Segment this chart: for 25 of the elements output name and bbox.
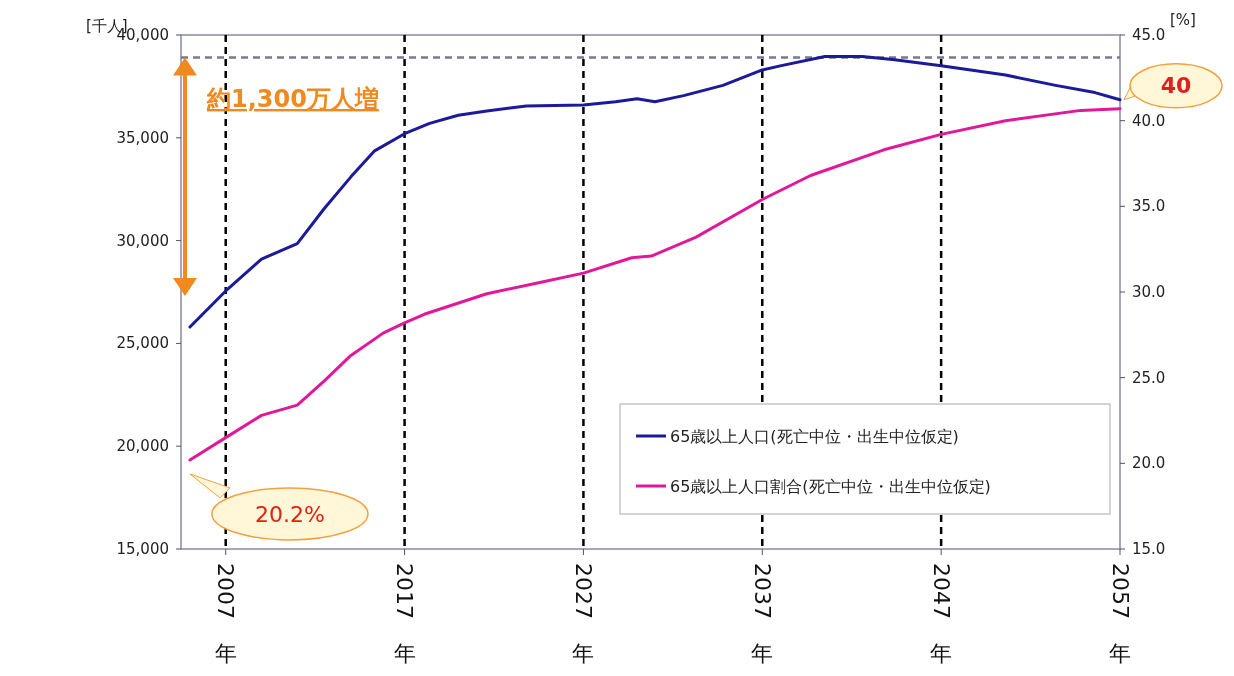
legend-label: 65歳以上人口割合(死亡中位・出生中位仮定) <box>670 476 991 496</box>
y2-tick-label: 20.0 <box>1132 454 1166 473</box>
x-tick-label: 2027年 <box>570 563 596 666</box>
y-tick-label: 20,000 <box>116 437 169 456</box>
text: 40 <box>1160 73 1192 99</box>
x-tick-label: 2017年 <box>392 563 418 666</box>
y2-tick-label: 40.0 <box>1132 111 1166 130</box>
y2-tick-label: 25.0 <box>1132 368 1166 387</box>
x-tick-label: 2037年 <box>749 563 775 666</box>
y2-tick-label: 15.0 <box>1132 540 1166 558</box>
y2-tick-label: 30.0 <box>1132 283 1166 301</box>
x-tick-label: 2057年 <box>1107 563 1133 666</box>
y2-tick-label: 35.0 <box>1132 197 1166 216</box>
legend-label: 65歳以上人口(死亡中位・出生中位仮定) <box>670 426 959 446</box>
annotation: 20.2% <box>255 502 325 528</box>
y2-tick-label: 45.0 <box>1132 26 1166 44</box>
y2-axis-title: [%] <box>1170 11 1196 29</box>
y-tick-label: 30,000 <box>116 231 169 250</box>
y-tick-label: 15,000 <box>116 540 169 558</box>
y-tick-label: 35,000 <box>116 128 169 147</box>
x-tick-label: 2007年 <box>213 563 239 666</box>
y-tick-label: 25,000 <box>116 334 169 353</box>
x-tick-label: 2047年 <box>928 563 954 666</box>
line-series <box>188 55 1122 329</box>
annotation: 約1,300万人増 <box>206 85 379 113</box>
